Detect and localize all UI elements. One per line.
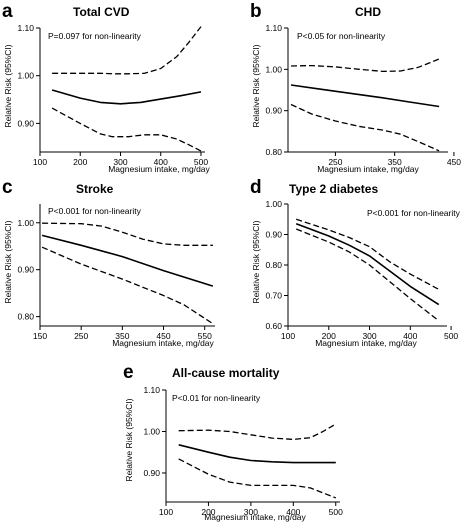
x-tick-label: 500 (329, 507, 343, 517)
x-tick-label: 200 (322, 331, 336, 341)
panel-all-cause-mortality: e All-cause mortality P<0.01 for non-lin… (123, 362, 343, 522)
panel-letter-d: d (250, 177, 262, 198)
rr-estimate-line (41, 234, 214, 287)
x-tick-label: 200 (201, 507, 215, 517)
ci-bound-line (178, 423, 337, 441)
ci-bound-line (52, 26, 202, 75)
y-axis-label: Relative Risk (95%CI) (251, 220, 261, 303)
ci-bound-line (290, 103, 440, 152)
ci-bound-line (42, 222, 213, 246)
x-tick-label: 400 (154, 157, 168, 167)
nonlinearity-note: P<0.05 for non-linearity (297, 31, 386, 41)
panel-letter-a: a (2, 1, 13, 22)
panel-letter-e: e (123, 362, 134, 383)
x-tick-label: 400 (286, 507, 300, 517)
ci-bound-line (295, 228, 440, 322)
panel-title: Type 2 diabetes (289, 182, 378, 196)
panel-title: CHD (355, 5, 381, 19)
y-axis-label: Relative Risk (95%CI) (3, 44, 13, 127)
panel-chd: b CHD P<0.05 for non-linearity Magnesium… (250, 1, 461, 174)
panel-letter-c: c (2, 177, 13, 198)
y-tick-label: 1.00 (143, 426, 160, 436)
y-tick-label: 1.00 (265, 64, 282, 74)
rr-estimate-line (295, 223, 440, 306)
y-tick-label: 0.90 (265, 230, 282, 240)
y-tick-label: 0.90 (143, 468, 160, 478)
panel-title: Total CVD (73, 5, 130, 19)
y-axis-label: Relative Risk (95%CI) (251, 44, 261, 127)
rr-estimate-line (178, 444, 336, 464)
x-tick-label: 350 (115, 331, 129, 341)
y-axis-label: Relative Risk (95%CI) (124, 398, 134, 481)
y-tick-label: 1.10 (17, 23, 34, 33)
x-tick-label: 450 (156, 331, 170, 341)
nonlinearity-note: P=0.097 for non-linearity (48, 31, 142, 41)
y-tick-label: 1.10 (265, 23, 282, 33)
panel-title: Stroke (76, 182, 114, 196)
nonlinearity-note: P<0.01 for non-linearity (172, 393, 261, 403)
x-axis-label: Magnesium intake, mg/day (317, 164, 419, 174)
panel-letter-b: b (250, 1, 262, 22)
y-tick-label: 0.90 (17, 118, 34, 128)
panel-title: All-cause mortality (172, 366, 280, 380)
x-tick-label: 300 (113, 157, 127, 167)
x-axis-label: Magnesium intake, mg/day (204, 512, 306, 522)
x-axis-label: Magnesium intake, mg/day (108, 164, 210, 174)
x-tick-label: 200 (73, 157, 87, 167)
y-tick-label: 0.80 (17, 312, 34, 322)
ci-bound-line (41, 246, 214, 325)
x-tick-label: 500 (194, 157, 208, 167)
y-tick-label: 1.00 (17, 71, 34, 81)
y-axis-label: Relative Risk (95%CI) (3, 220, 13, 303)
nonlinearity-note: P<0.001 for non-linearity (48, 206, 142, 216)
x-tick-label: 250 (74, 331, 88, 341)
x-axis-label: Magnesium intake, mg/day (315, 338, 417, 348)
x-tick-label: 100 (33, 157, 47, 167)
nonlinearity-note: P<0.001 for non-linearity (367, 208, 461, 218)
rr-estimate-line (290, 84, 440, 108)
ci-bound-line (290, 58, 440, 73)
x-tick-label: 250 (328, 157, 342, 167)
ci-bound-line (51, 107, 202, 152)
panel-type2-diabetes: d Type 2 diabetes P<0.001 for non-linear… (250, 177, 461, 348)
y-tick-label: 0.90 (17, 265, 34, 275)
x-tick-label: 450 (447, 157, 461, 167)
x-tick-label: 400 (403, 331, 417, 341)
y-tick-label: 1.00 (265, 199, 282, 209)
x-tick-label: 100 (159, 507, 173, 517)
y-tick-label: 1.10 (143, 385, 160, 395)
x-tick-label: 150 (33, 331, 47, 341)
x-axis-label: Magnesium intake, mg/day (112, 338, 214, 348)
x-tick-label: 550 (198, 331, 212, 341)
y-tick-label: 0.80 (265, 147, 282, 157)
y-tick-label: 1.00 (17, 218, 34, 228)
panel-total-cvd: a Total CVD P=0.097 for non-linearity Ma… (2, 1, 211, 174)
y-tick-label: 0.80 (265, 260, 282, 270)
x-tick-label: 100 (281, 331, 295, 341)
y-tick-label: 0.60 (265, 321, 282, 331)
ci-bound-line (178, 458, 337, 499)
x-tick-label: 350 (388, 157, 402, 167)
x-tick-label: 300 (362, 331, 376, 341)
y-tick-label: 0.70 (265, 291, 282, 301)
x-tick-label: 500 (444, 331, 458, 341)
x-tick-label: 300 (244, 507, 258, 517)
ci-bound-line (295, 218, 440, 290)
y-tick-label: 0.90 (265, 106, 282, 116)
rr-estimate-line (51, 89, 202, 105)
panel-stroke: c Stroke P<0.001 for non-linearity Magne… (2, 177, 215, 348)
